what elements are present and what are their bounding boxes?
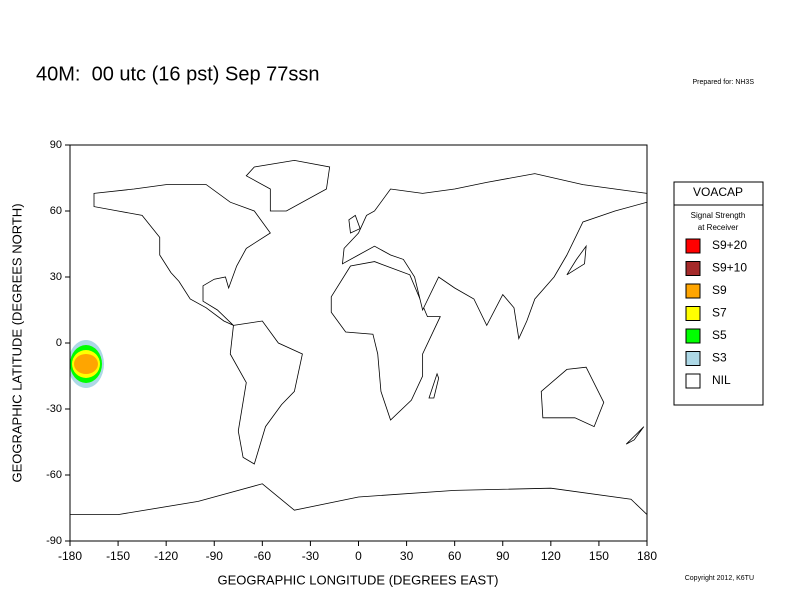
- y-tick-label: -90: [46, 535, 62, 547]
- greenland: [246, 160, 329, 211]
- japan: [567, 246, 586, 275]
- eurasia: [342, 174, 647, 339]
- legend-label: S7: [712, 306, 727, 320]
- legend-label: S9+20: [712, 238, 747, 252]
- legend-subtitle: at Receiver: [698, 223, 739, 232]
- new-zealand: [626, 427, 644, 445]
- x-tick-label: -180: [58, 549, 82, 563]
- legend-title: VOACAP: [693, 185, 743, 199]
- y-tick-label: -30: [46, 403, 62, 415]
- legend-swatch: [685, 328, 701, 344]
- legend-swatch: [685, 238, 701, 254]
- x-tick-label: 180: [637, 549, 657, 563]
- north-america: [94, 185, 270, 326]
- legend-label: S9+10: [712, 261, 747, 275]
- legend-subtitle: Signal Strength: [691, 211, 746, 220]
- legend-label: S3: [712, 351, 727, 365]
- coverage-s9: [74, 354, 98, 374]
- legend-swatch: [685, 306, 701, 321]
- south-america: [230, 321, 302, 464]
- copyright: Copyright 2012, K6TU: [685, 575, 754, 582]
- australia: [541, 367, 604, 426]
- x-tick-label: -30: [302, 549, 320, 563]
- x-tick-label: 120: [541, 549, 561, 563]
- britain: [349, 215, 360, 233]
- prepared-for: Prepared for: NH3S: [693, 79, 755, 86]
- legend-swatch: [685, 283, 701, 299]
- coverage: [70, 340, 104, 388]
- y-tick-label: 90: [50, 139, 62, 151]
- x-tick-label: 60: [448, 549, 462, 563]
- legend: VOACAP Signal Strength at Receiver S9+20…: [673, 181, 764, 406]
- x-tick-label: -60: [254, 549, 272, 563]
- y-tick-label: 0: [56, 337, 62, 349]
- madagascar: [429, 374, 439, 398]
- legend-swatch: [685, 373, 701, 389]
- x-tick-label: 0: [355, 549, 362, 563]
- x-tick-label: 30: [400, 549, 414, 563]
- x-tick-label: -120: [154, 549, 178, 563]
- x-axis-label: GEOGRAPHIC LONGITUDE (DEGREES EAST): [218, 572, 499, 587]
- x-tick-label: 90: [496, 549, 510, 563]
- y-tick-label: 30: [50, 271, 62, 283]
- y-axis-label: GEOGRAPHIC LATITUDE (DEGREES NORTH): [9, 203, 24, 482]
- y-tick-label: -60: [46, 469, 62, 481]
- y-tick-label: 60: [50, 205, 62, 217]
- continents: [70, 160, 647, 541]
- africa: [331, 262, 440, 420]
- legend-swatch: [685, 351, 701, 366]
- title: 40M: 00 utc (16 pst) Sep 77ssn: [36, 63, 320, 85]
- legend-label: S5: [712, 328, 727, 342]
- x-tick-label: -150: [106, 549, 130, 563]
- x-tick-label: 150: [589, 549, 609, 563]
- x-tick-label: -90: [206, 549, 224, 563]
- antarctica: [70, 484, 647, 541]
- legend-swatch: [685, 261, 701, 276]
- legend-label: S9: [712, 283, 727, 297]
- legend-label: NIL: [712, 373, 731, 387]
